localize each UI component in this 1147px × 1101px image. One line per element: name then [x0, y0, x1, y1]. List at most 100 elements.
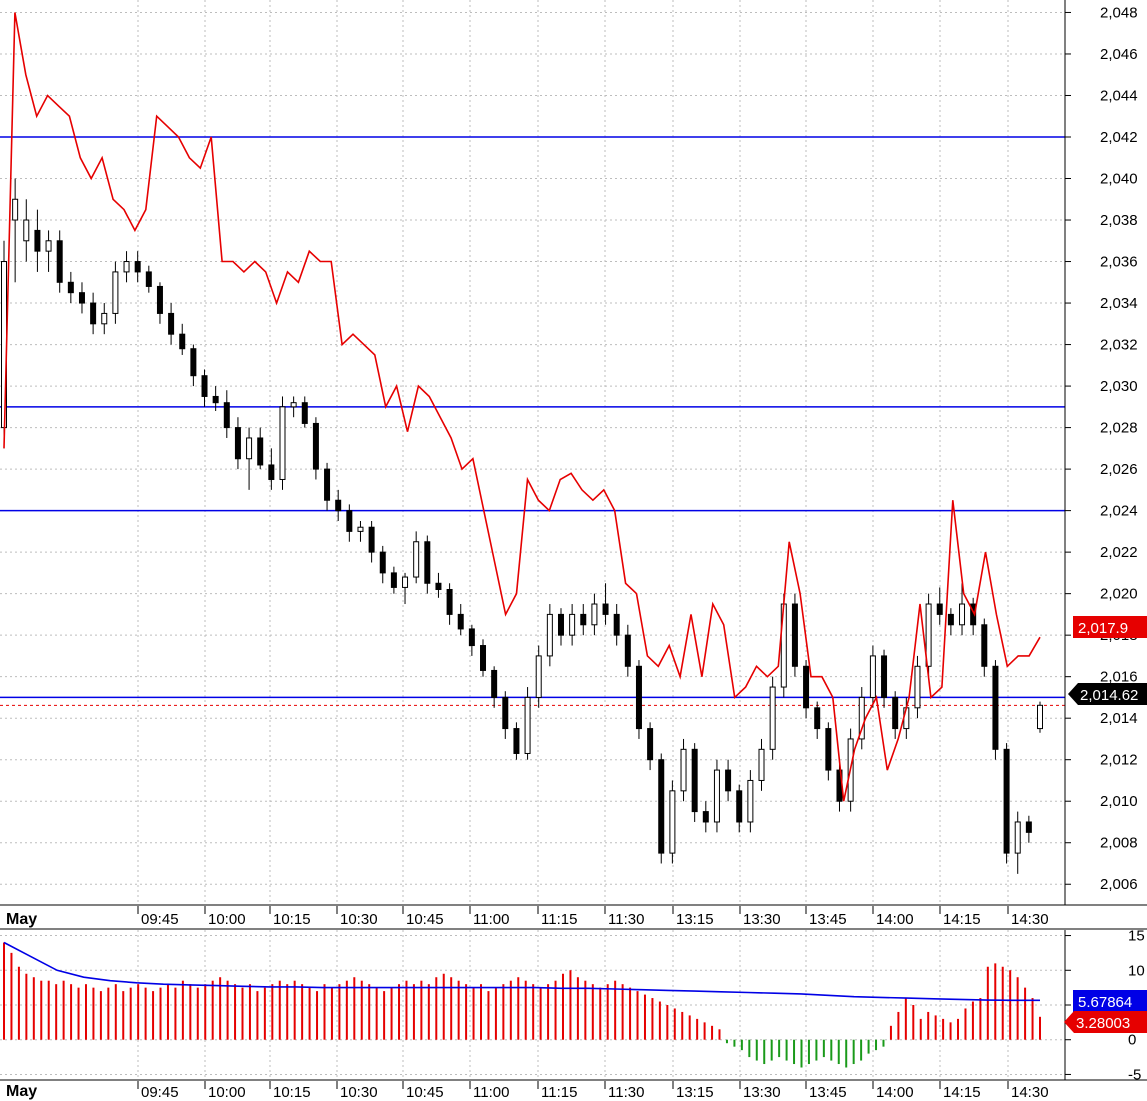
time-tick-label: 10:00	[208, 1084, 246, 1101]
price-grid	[0, 0, 1065, 905]
red-line	[3, 12, 1041, 802]
time-tick-label: 14:15	[943, 1084, 981, 1101]
price-tick-label: 2,024	[1100, 503, 1138, 520]
time-tick-label: 14:30	[1011, 1084, 1049, 1101]
candle-body	[669, 790, 676, 854]
candle-body	[156, 285, 163, 314]
price-tick-label: 2,010	[1100, 793, 1138, 810]
indicator-tick-label: 0	[1128, 1032, 1136, 1049]
price-tick-label: 2,022	[1100, 544, 1138, 561]
month-label-bottom: May	[6, 1083, 37, 1100]
candle-body	[747, 779, 754, 823]
candle-body	[446, 588, 453, 615]
indicator-tag-red-text: 3.28003	[1076, 1015, 1130, 1032]
candle-body	[869, 655, 876, 698]
candle-body	[580, 613, 587, 626]
candle-body	[881, 655, 888, 698]
time-tick-label: 13:15	[676, 911, 714, 928]
candle-body	[825, 728, 832, 771]
time-tick-label: 10:15	[273, 1084, 311, 1101]
candle-body	[123, 261, 130, 273]
time-tick-label: 14:30	[1011, 911, 1049, 928]
time-tick-label: 11:00	[473, 911, 509, 928]
time-tick-label: 10:45	[406, 911, 444, 928]
price-tick-label: 2,038	[1100, 212, 1138, 229]
candle-body	[413, 541, 420, 578]
candle-body	[803, 665, 810, 709]
price-tag-black-text: 2,014.62	[1080, 687, 1138, 704]
indicator-tick-label: -5	[1128, 1066, 1141, 1083]
candle-body	[502, 696, 509, 730]
time-tick-label: 10:45	[406, 1084, 444, 1101]
candle-body	[324, 468, 331, 501]
candle-body	[424, 541, 431, 584]
time-tick-label: 10:30	[340, 911, 378, 928]
time-tick-label: 09:45	[141, 911, 179, 928]
candle-body	[223, 402, 230, 429]
price-tick-label: 2,048	[1100, 4, 1138, 21]
time-axis-price-panel: 09:45 10:00 10:15 10:30 10:45 11:00 11:15 11:30…	[137, 906, 1049, 928]
candle-body	[1025, 821, 1032, 833]
candle-body	[624, 634, 631, 667]
candle-body	[257, 437, 264, 466]
candle-body	[947, 613, 954, 626]
candle-body	[179, 333, 186, 350]
price-tick-label: 2,014	[1100, 710, 1138, 727]
candle-body	[112, 271, 119, 314]
candle-body	[12, 198, 19, 221]
time-tick-label: 11:30	[608, 911, 644, 928]
time-tick-label: 14:15	[943, 911, 981, 928]
price-tick-label: 2,046	[1100, 46, 1138, 63]
candle-body	[970, 603, 977, 626]
candle-body	[268, 464, 275, 480]
time-tick-label: 13:45	[809, 911, 847, 928]
time-tick-label: 14:00	[876, 911, 914, 928]
candle-body	[513, 728, 520, 754]
candle-body	[246, 437, 253, 460]
price-tick-label: 2,020	[1100, 586, 1138, 603]
candle-body	[279, 406, 286, 480]
candle-body	[658, 759, 665, 854]
time-tick-label: 09:45	[141, 1084, 179, 1101]
time-axis-indicator-panel: 09:45 10:00 10:15 10:30 10:45 11:00 11:15 11:30…	[137, 1081, 1049, 1101]
candle-body	[368, 526, 375, 553]
candle-body	[290, 402, 297, 408]
candle-body	[435, 582, 442, 590]
price-tick-label: 2,036	[1100, 254, 1138, 271]
candle-body	[524, 696, 531, 754]
price-tick-label: 2,008	[1100, 835, 1138, 852]
candle-body	[56, 240, 63, 283]
candle-body	[90, 302, 97, 325]
candle-body	[758, 748, 765, 781]
candle-body	[1014, 821, 1021, 854]
candle-body	[312, 422, 319, 470]
candle-body	[145, 271, 152, 287]
average-line	[3, 941, 1040, 1002]
candle-body	[168, 312, 175, 335]
candle-body	[569, 613, 576, 636]
candle-body	[769, 686, 776, 750]
price-tick-label: 2,016	[1100, 669, 1138, 686]
candle-body	[691, 748, 698, 813]
time-tick-label: 11:30	[608, 1084, 644, 1101]
price-tick-label: 2,042	[1100, 129, 1138, 146]
time-tick-label: 11:00	[473, 1084, 509, 1101]
month-label-top: May	[6, 911, 37, 928]
candle-body	[201, 375, 208, 397]
candle-body	[602, 603, 609, 615]
candle-body	[680, 748, 687, 792]
candle-body	[814, 707, 821, 730]
candle-body	[1037, 704, 1043, 730]
candle-body	[736, 790, 743, 823]
candle-body	[713, 769, 720, 823]
candle-body	[357, 526, 364, 532]
indicator-tick-label: 15	[1128, 928, 1145, 945]
candle-body	[491, 669, 498, 698]
candle-body	[557, 613, 564, 636]
time-tick-label: 13:45	[809, 1084, 847, 1101]
candle-body	[546, 613, 553, 657]
candle-body	[1003, 748, 1010, 854]
candle-body	[335, 499, 342, 512]
